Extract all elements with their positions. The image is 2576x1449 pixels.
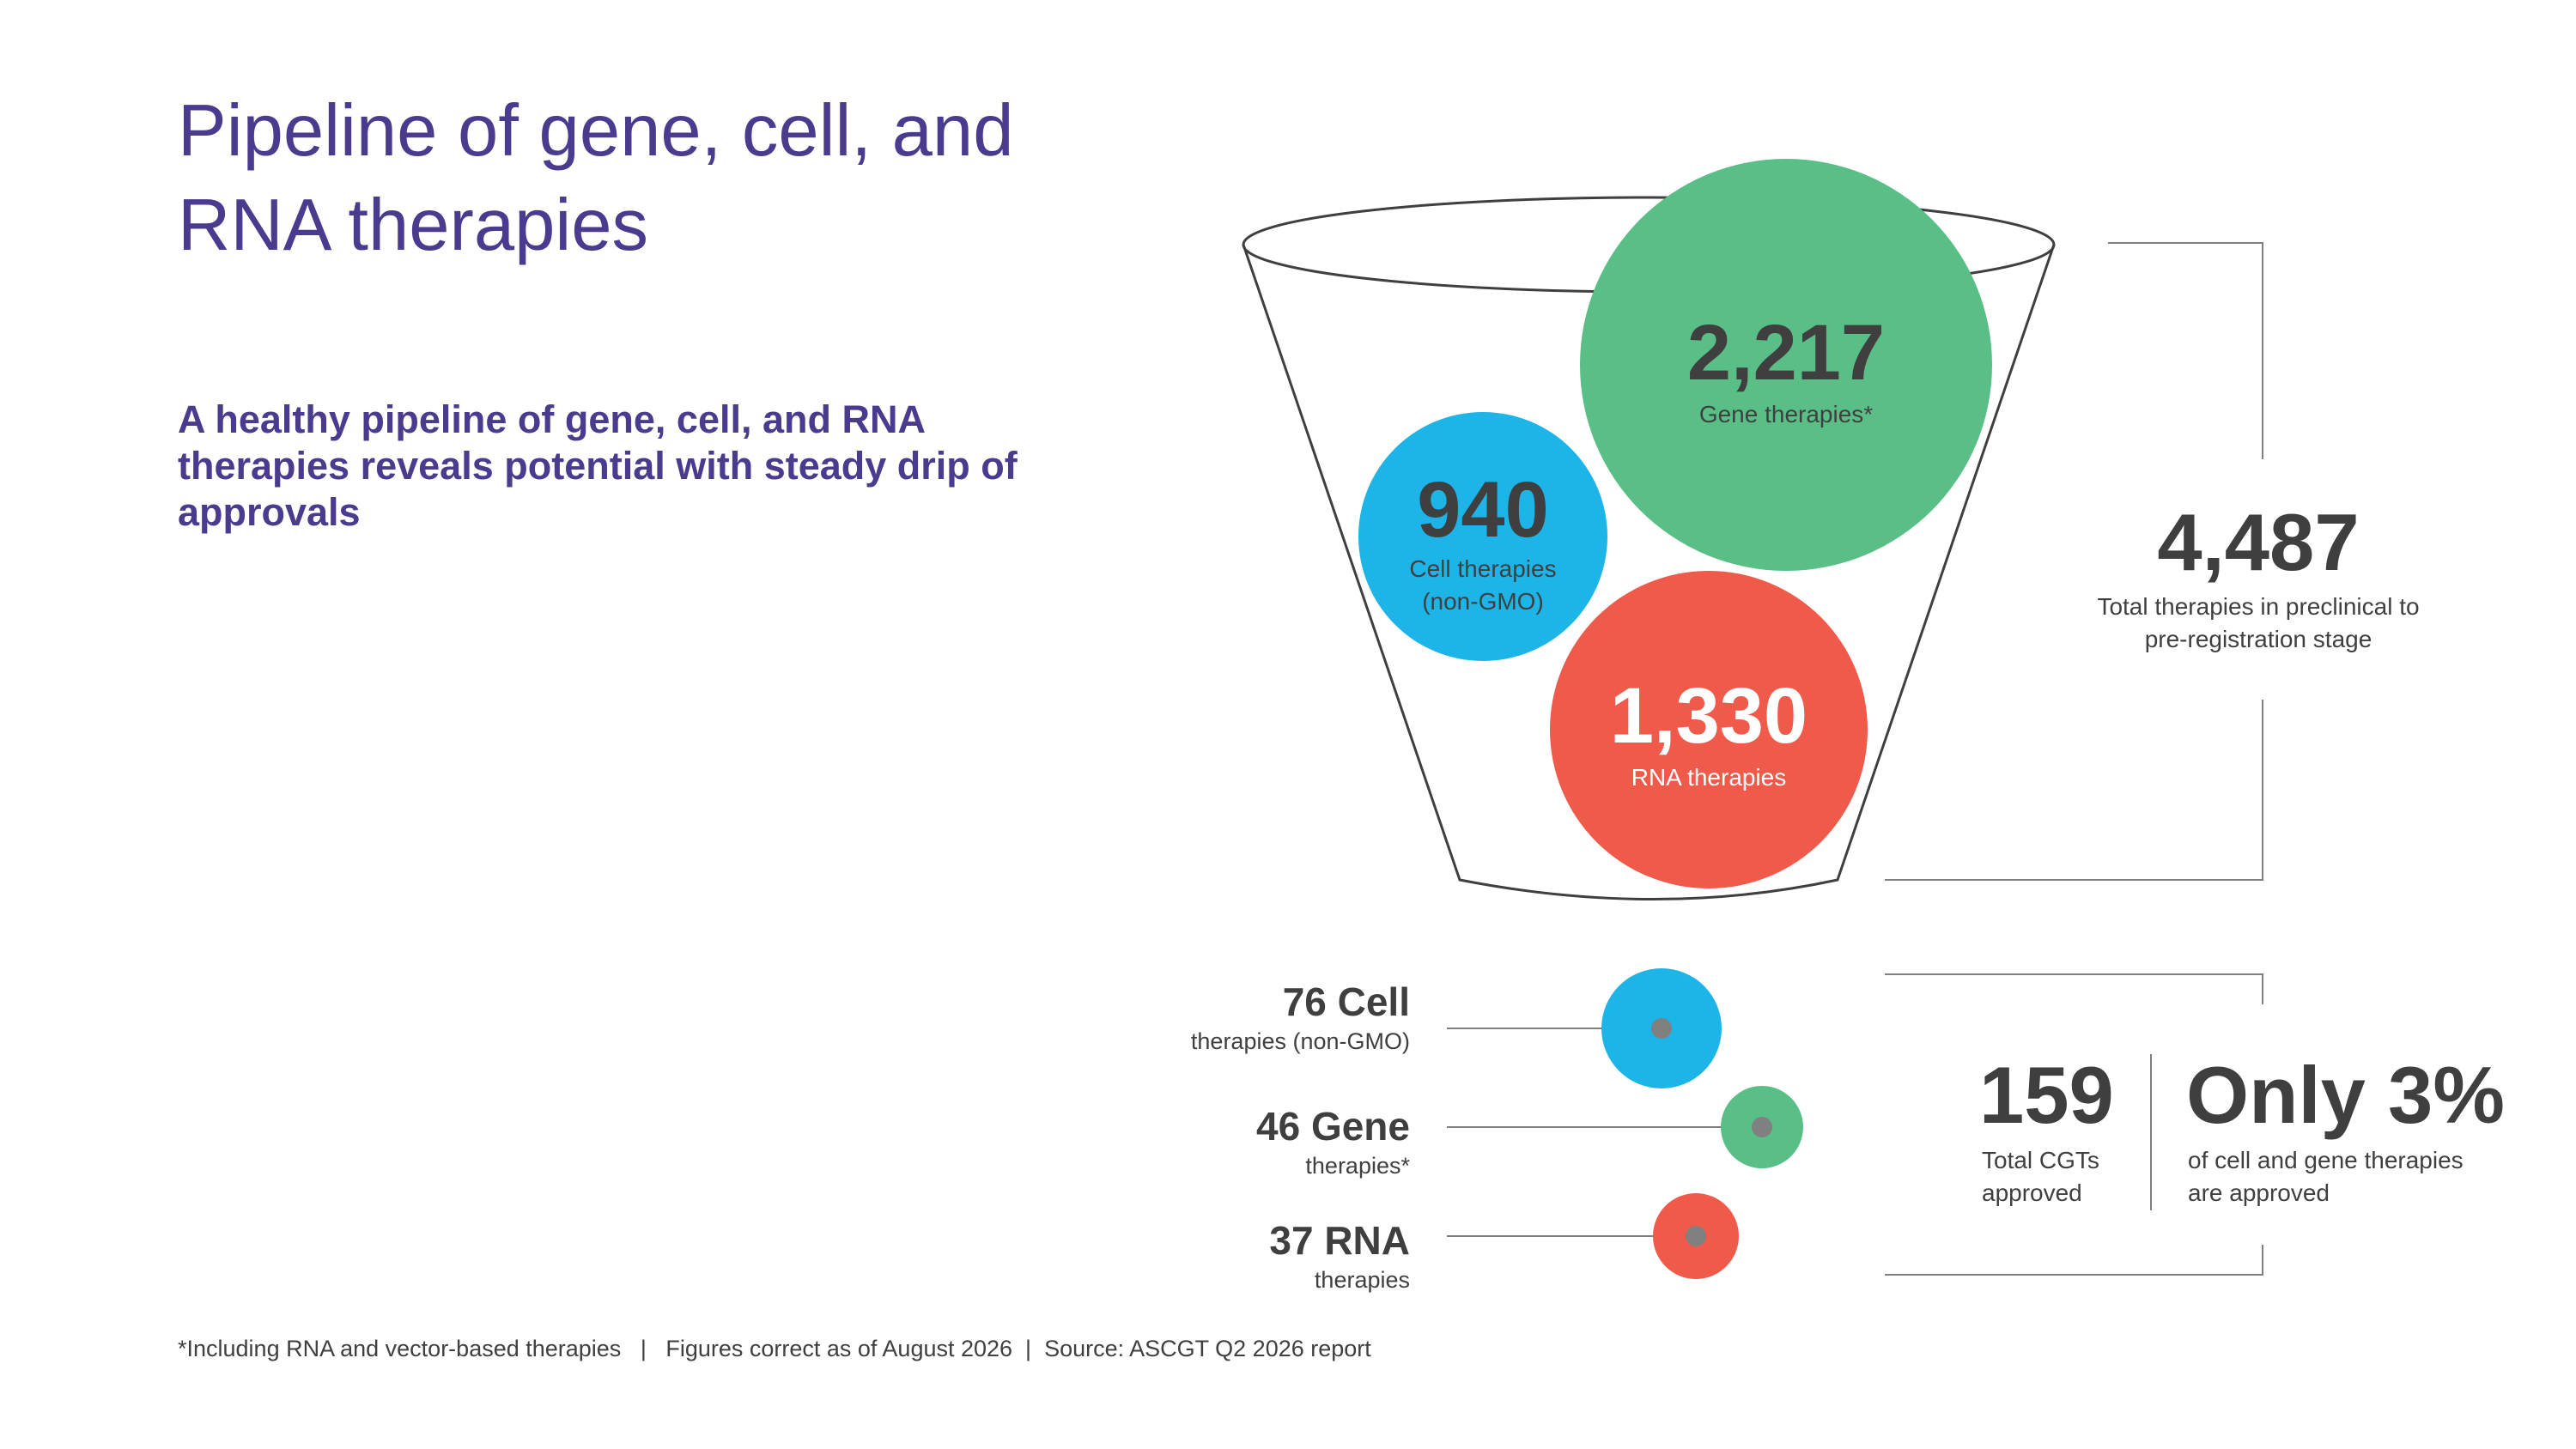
total-bracket-top xyxy=(2108,242,2263,459)
gene-label: Gene therapies* xyxy=(1699,401,1873,427)
approved-rna-label: therapies xyxy=(1314,1267,1410,1293)
approved-share-label-line2: are approved xyxy=(2188,1179,2330,1206)
approved-total-label-line2: approved xyxy=(1982,1179,2082,1206)
approved-total-value: 159 xyxy=(1979,1050,2114,1140)
cell-approved-dot xyxy=(1651,1018,1672,1039)
gene-value: 2,217 xyxy=(1687,309,1885,397)
approved-bracket-bottom xyxy=(1885,1245,2263,1276)
page-subtitle: A healthy pipeline of gene, cell, and RN… xyxy=(178,397,1018,534)
approved-cell-value: 76 Cell xyxy=(1282,979,1410,1024)
approved-share-label: of cell and gene therapies are approved xyxy=(2188,1144,2549,1210)
rna-bubble xyxy=(1550,571,1868,888)
footnote: *Including RNA and vector-based therapie… xyxy=(178,1336,1371,1361)
approved-bracket-top xyxy=(1885,973,2263,1004)
cell-label-line1: Cell therapies xyxy=(1409,555,1556,582)
approved-share-label-line1: of cell and gene therapies xyxy=(2188,1147,2464,1173)
rna-approved-dot xyxy=(1686,1226,1706,1246)
approved-gene-label: therapies* xyxy=(1305,1153,1410,1179)
total-pipeline-label-line2: pre-registration stage xyxy=(2144,626,2372,652)
rna-label: RNA therapies xyxy=(1631,764,1787,791)
rna-value: 1,330 xyxy=(1610,672,1807,760)
gene-bubble xyxy=(1580,159,1992,571)
approved-share-value: Only 3% xyxy=(2186,1050,2505,1140)
cell-value: 940 xyxy=(1417,466,1549,554)
total-bracket-bottom xyxy=(1885,700,2263,881)
approved-gene-value: 46 Gene xyxy=(1256,1104,1410,1149)
total-pipeline-value: 4,487 xyxy=(2157,497,2360,587)
approved-total-label-line1: Total CGTs xyxy=(1982,1147,2099,1173)
gene-approved-dot xyxy=(1752,1117,1772,1137)
approved-rna-value: 37 RNA xyxy=(1269,1218,1410,1263)
cell-label-line2: (non-GMO) xyxy=(1422,588,1544,615)
approved-cell-label: therapies (non-GMO) xyxy=(1190,1028,1410,1054)
total-pipeline-label-line1: Total therapies in preclinical to xyxy=(2097,593,2420,620)
funnel-body xyxy=(1242,244,2056,900)
total-pipeline-label: Total therapies in preclinical to pre-re… xyxy=(2061,591,2456,656)
cell-bubble xyxy=(1358,412,1607,661)
approved-total-label: Total CGTs approved xyxy=(1982,1144,2154,1210)
page-title: Pipeline of gene, cell, and RNA therapie… xyxy=(178,90,1014,266)
